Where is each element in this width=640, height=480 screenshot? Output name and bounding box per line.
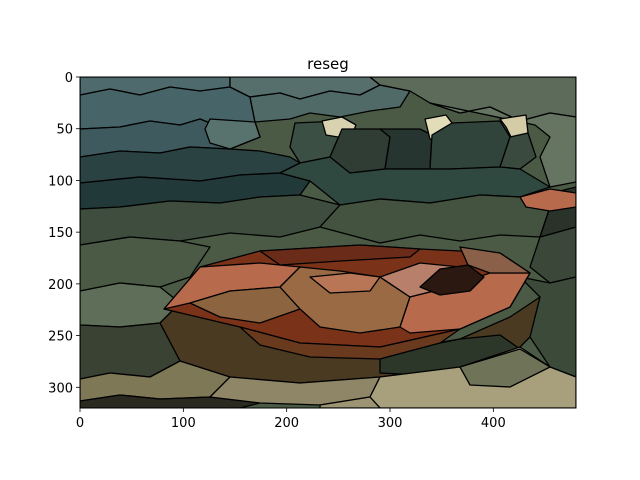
boat-region xyxy=(309,272,381,294)
y-tick-label: 150 xyxy=(48,226,73,241)
figure-title: reseg xyxy=(307,55,349,73)
boat-region xyxy=(459,246,531,274)
x-tick-label: 0 xyxy=(76,416,84,431)
y-tick-label: 250 xyxy=(48,330,73,345)
y-tick-label: 100 xyxy=(48,174,73,189)
building-region xyxy=(499,132,537,170)
y-tick-label: 300 xyxy=(48,381,73,396)
foreground-region xyxy=(319,396,381,408)
x-tick-label: 100 xyxy=(171,416,196,431)
ground-region xyxy=(319,194,551,244)
boat-region xyxy=(419,264,485,296)
y-tick-label: 0 xyxy=(65,71,73,86)
boat-region xyxy=(259,244,421,266)
sea-region xyxy=(279,156,551,206)
x-axis: 0 100 200 300 400 xyxy=(76,408,506,431)
x-tick-label: 200 xyxy=(274,416,299,431)
y-axis: 0 50 100 150 200 250 300 xyxy=(48,71,80,396)
foreground-region xyxy=(459,348,551,388)
y-tick-label: 200 xyxy=(48,278,73,293)
sky-region xyxy=(249,84,411,123)
y-tick-label: 50 xyxy=(56,123,73,138)
segmented-image xyxy=(79,76,577,409)
x-tick-label: 300 xyxy=(378,416,403,431)
building-region xyxy=(379,128,433,170)
hill-region xyxy=(429,102,576,188)
building-region xyxy=(519,188,576,212)
boat-region xyxy=(239,326,461,360)
x-tick-label: 400 xyxy=(481,416,506,431)
